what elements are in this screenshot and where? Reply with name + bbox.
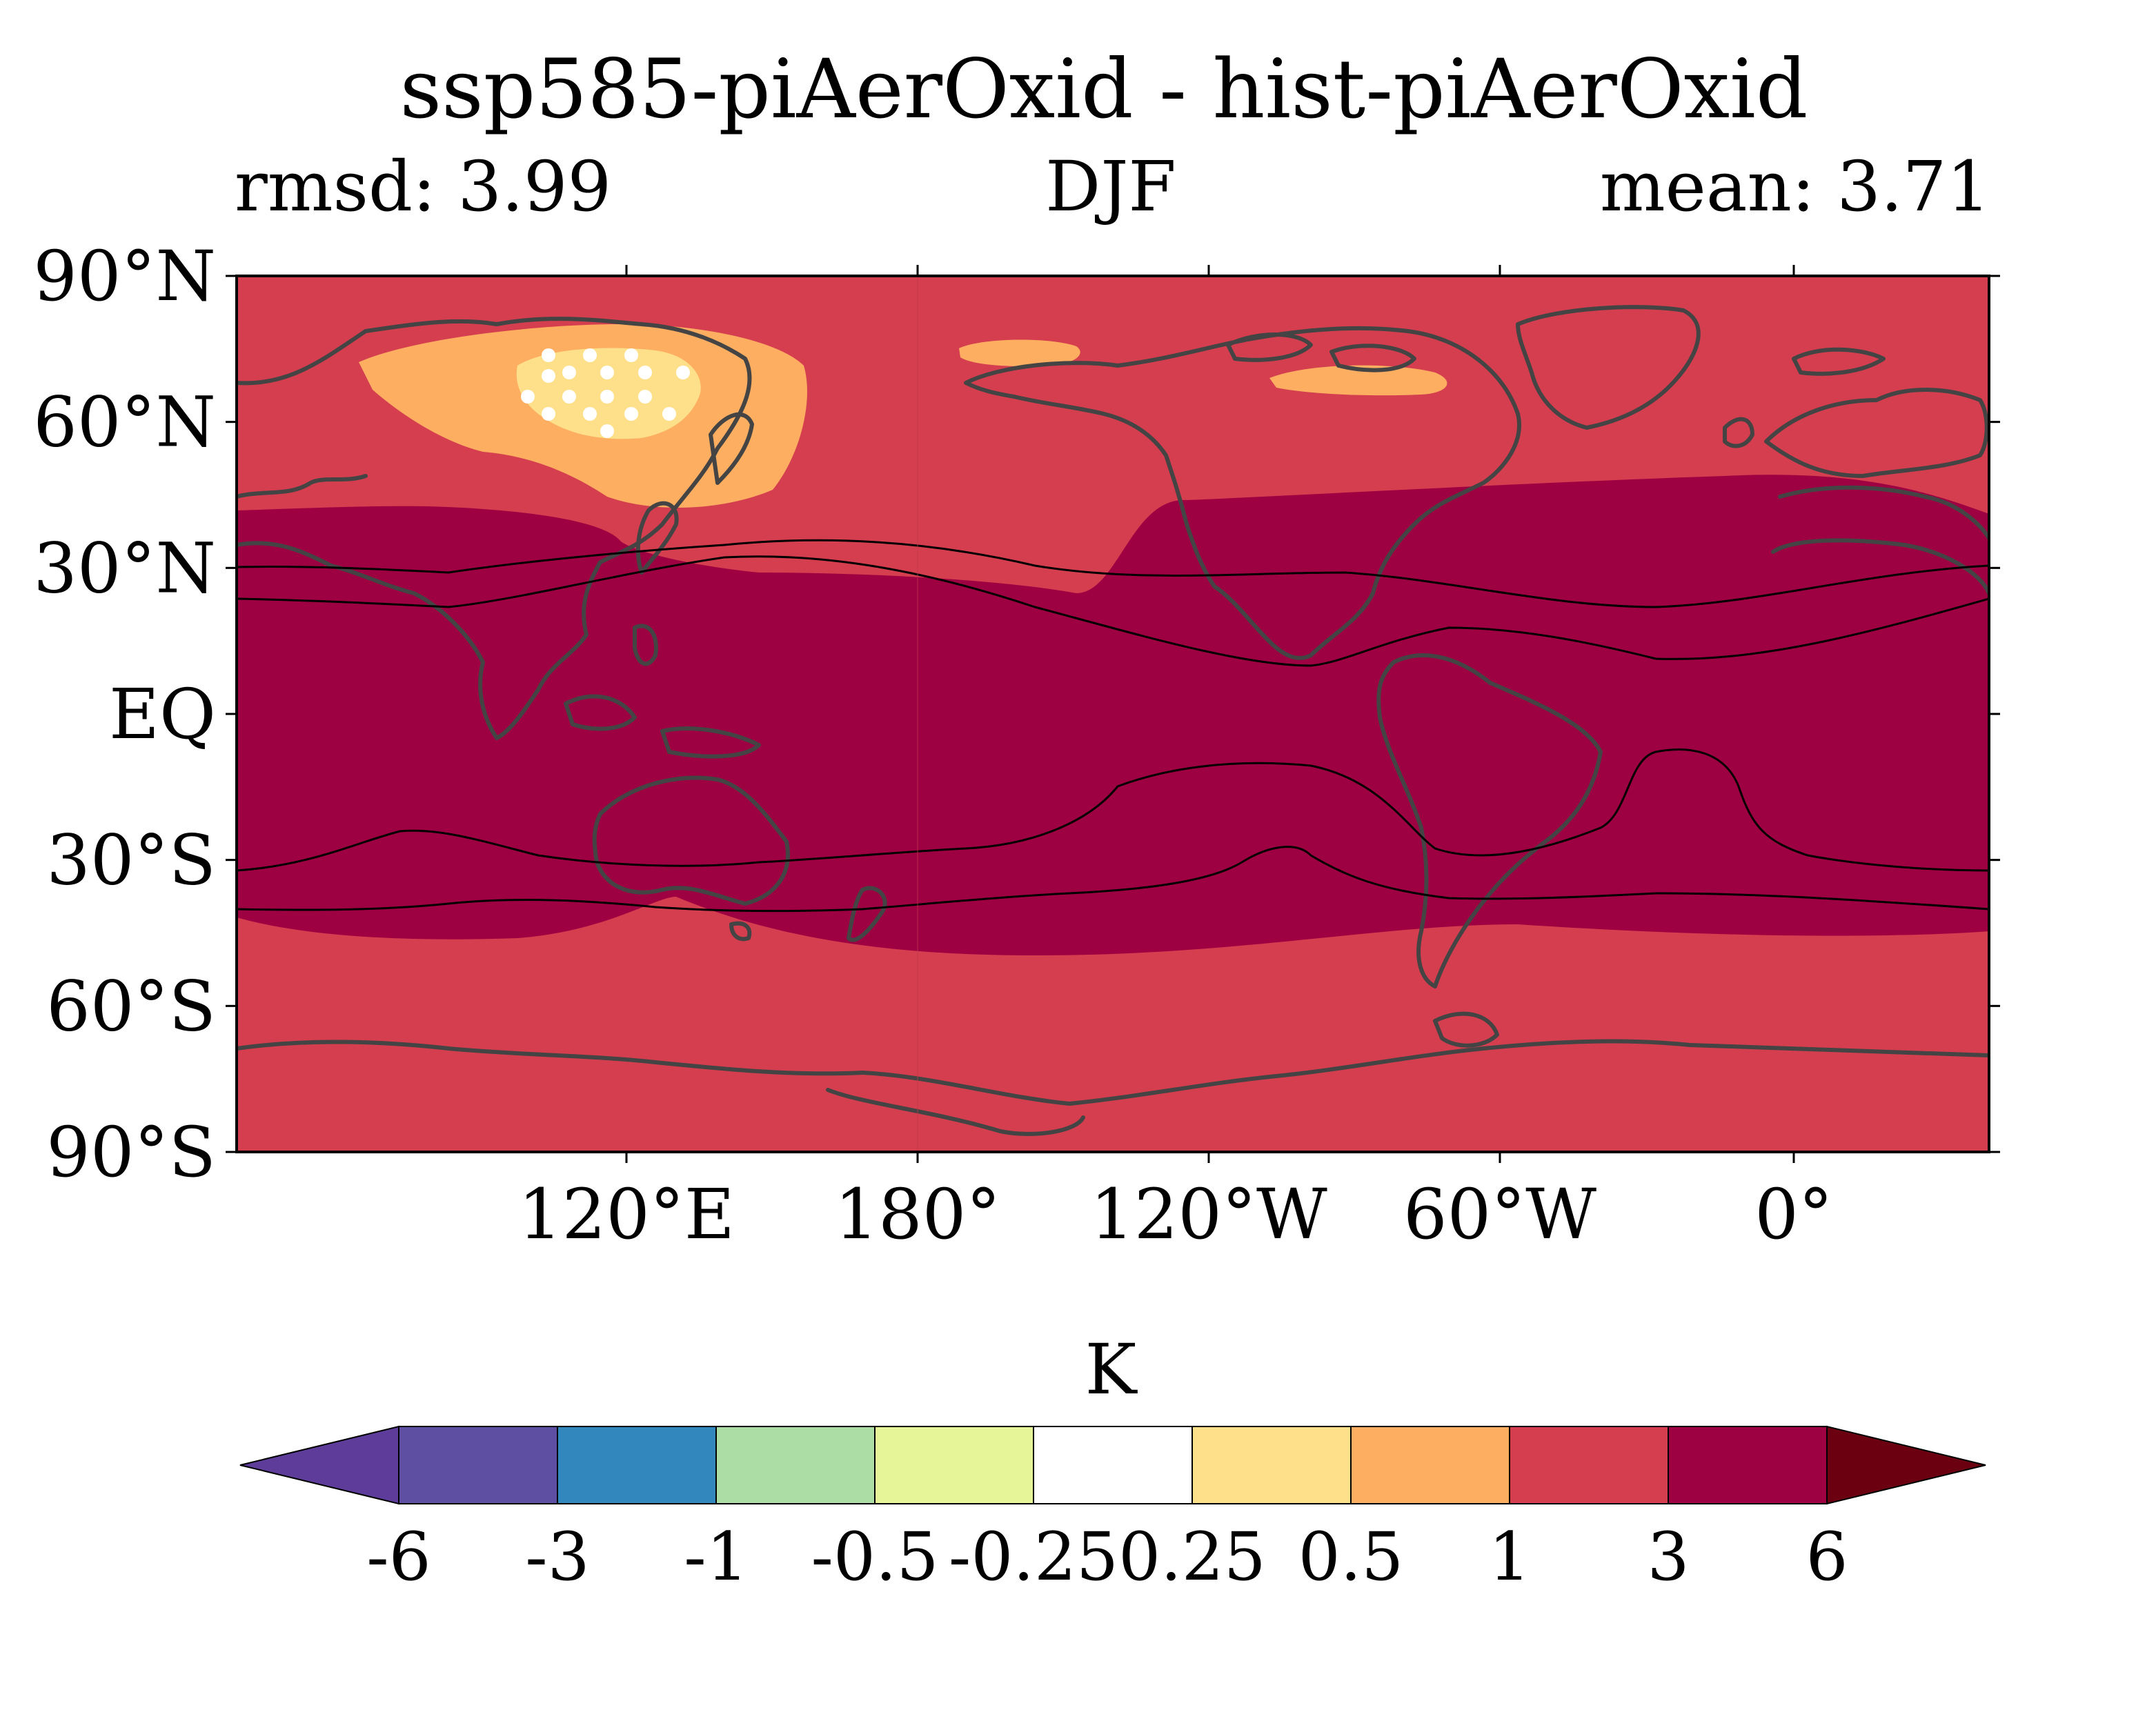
colorbar-segment: [557, 1426, 717, 1504]
lat-tick-label: EQ: [109, 674, 216, 755]
stipple-dot: [542, 348, 555, 362]
lat-tick-label: 30°S: [46, 820, 216, 901]
colorbar-segment: [1191, 1426, 1352, 1504]
lat-tick-label: 90°N: [33, 236, 216, 317]
lat-tick-label: 90°S: [46, 1112, 216, 1193]
stipple-dot: [600, 424, 614, 438]
colorbar-tick-label: -6: [366, 1518, 431, 1595]
latitude-axis: 90°N 60°N 30°N EQ 30°S 60°S 90°S: [33, 236, 2000, 1193]
stipple-dot: [624, 348, 638, 362]
colorbar: -6 -3 -1 -0.5 -0.25 0.25 0.5 1 3 6: [239, 1425, 1986, 1595]
colorbar-high-extension: [1826, 1425, 1986, 1505]
stipple-dot: [583, 348, 597, 362]
lat-tick-label: 60°N: [33, 382, 216, 463]
coastlines: [237, 305, 1989, 1136]
colorbar-low-extension: [239, 1425, 399, 1505]
colorbar-segment: [1668, 1426, 1828, 1504]
stipple-dot: [624, 407, 638, 421]
subtitle-mean: mean: 3.71: [1600, 146, 1990, 227]
stipple-dot: [662, 407, 676, 421]
subtitle-season: DJF: [1045, 146, 1176, 227]
lon-tick-label: 60°W: [1403, 1174, 1596, 1255]
colorbar-segment: [715, 1426, 876, 1504]
lon-tick-label: 120°E: [518, 1174, 735, 1255]
lon-tick-label: 120°W: [1090, 1174, 1327, 1255]
colorbar-tick-label: 1: [1488, 1518, 1530, 1595]
stipple-dot: [542, 407, 555, 421]
significance-stippling: [521, 348, 690, 438]
lat-tick-label: 60°S: [46, 966, 216, 1046]
stipple-dot: [542, 369, 555, 383]
stipple-dot: [562, 390, 576, 404]
contour-lines: [237, 539, 1989, 913]
stipple-dot: [600, 390, 614, 404]
colorbar-tick-label: -0.5: [811, 1518, 938, 1595]
colorbar-tick-label: 6: [1806, 1518, 1848, 1595]
stipple-dot: [583, 407, 597, 421]
colorbar-unit: K: [1085, 1329, 1138, 1410]
lon-tick-label: 180°: [835, 1174, 1001, 1255]
colorbar-segment: [398, 1426, 558, 1504]
longitude-axis: 120°E 180° 120°W 60°W 0°: [518, 265, 1833, 1255]
colorbar-tick-label: 0.5: [1298, 1518, 1404, 1595]
colorbar-tick-label: 0.25: [1118, 1518, 1266, 1595]
colorbar-segment: [1350, 1426, 1510, 1504]
colorbar-segment: [874, 1426, 1034, 1504]
stipple-dot: [562, 366, 576, 379]
stipple-dot: [676, 366, 690, 379]
lat-tick-label: 30°N: [33, 528, 216, 608]
subtitle-rmsd: rmsd: 3.99: [235, 146, 611, 227]
stipple-dot: [638, 390, 652, 404]
lon-tick-label: 0°: [1754, 1174, 1833, 1255]
moderate-warming-patch-arctic: [1269, 365, 1447, 396]
colorbar-tick-label: -0.25: [949, 1518, 1118, 1595]
colorbar-tick-label: -1: [684, 1518, 749, 1595]
colorbar-tick-label: -3: [525, 1518, 590, 1595]
colorbar-tick-label: 3: [1647, 1518, 1689, 1595]
moderate-warming-patch-pacific: [959, 339, 1080, 367]
map-panel: [237, 276, 1989, 1152]
stipple-dot: [638, 366, 652, 379]
figure-title: ssp585-piAerOxid - hist-piAerOxid: [400, 41, 1808, 137]
stipple-dot: [600, 366, 614, 379]
stipple-dot: [521, 390, 535, 404]
colorbar-segment: [1509, 1426, 1669, 1504]
colorbar-segment: [1033, 1426, 1193, 1504]
